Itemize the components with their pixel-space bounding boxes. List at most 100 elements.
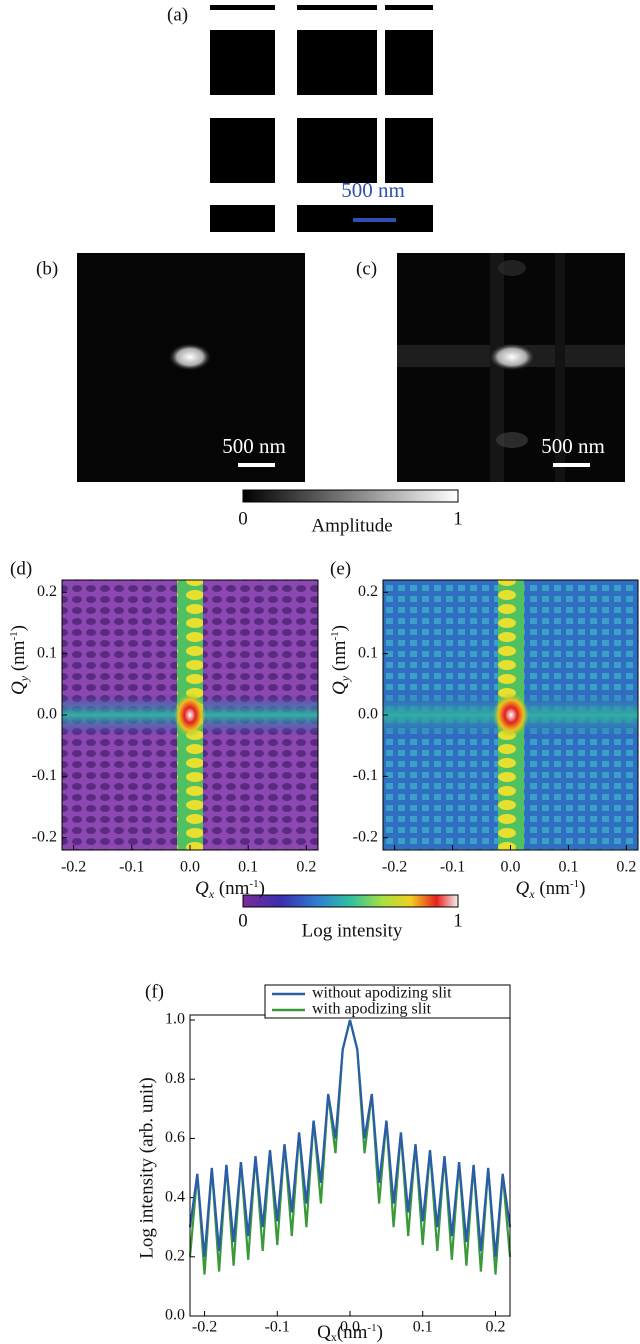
axis-label-part: y [338,675,352,682]
colorbar-tick-label: 1 [453,910,463,931]
x-tick-label: 0.0 [180,859,200,876]
y-tick-label: -0.1 [353,767,378,784]
axis-label-part: ) [579,878,585,899]
x-tick-label: -0.1 [440,859,465,876]
colorbar-label: Log intensity [302,920,403,941]
panel-label: (c) [356,258,377,279]
slit [297,5,377,10]
scale-text: 500 nm [222,434,286,458]
scale-bar [353,218,396,222]
slit [385,5,433,10]
square [385,30,433,95]
panel-c: 500 nm (c) [356,253,625,482]
x-tick-label: -0.1 [119,859,144,876]
axis-label-part: x [208,887,215,901]
spot [168,343,212,371]
panel-e: (e) [330,558,639,851]
panel-label: (f) [145,981,164,1002]
x-tick-label: -0.2 [61,859,86,876]
colorbar [242,894,459,908]
y-tick-label: 1.0 [165,1011,185,1028]
scale-bar [553,463,590,467]
square [210,30,275,95]
x-tick-label: -0.2 [192,1319,217,1336]
x-tick-label: -0.2 [382,859,407,876]
peak [174,693,206,737]
panel-b: 500 nm (b) [36,253,305,482]
axis-label-part: (nm [329,640,350,676]
slit [210,5,275,10]
axis-label-part: Q [8,681,29,695]
legend-box [264,984,511,1019]
y-tick-label: 0.6 [165,1129,185,1146]
amplitude-colorbar: Amplitude [242,489,459,536]
colorbar-tick-label: 0 [238,508,248,529]
y-tick-label: 0.2 [358,583,378,600]
axis-label-part: (nm [8,640,29,676]
axis-label-part: x [331,1330,337,1344]
plot-frame [189,1014,511,1317]
panel-label: (a) [167,4,188,25]
axis-label: Qx (nm-1) [516,878,586,901]
panel-label: (d) [10,558,32,579]
x-tick-label: 0.1 [558,859,578,876]
spot [488,343,536,371]
y-tick-label: -0.2 [353,828,378,845]
y-tick-label: 0.8 [165,1070,185,1087]
axis-label-part: -1 [570,878,579,890]
x-tick-label: 0.2 [485,1319,505,1336]
axis-label-part: Q [195,878,209,899]
legend-label: with apodizing slit [312,1001,432,1018]
square [385,118,433,183]
x-tick-label: 0.0 [501,859,521,876]
axis-label-part: Q [317,1322,331,1343]
streak [555,253,565,482]
square [210,205,275,232]
y-tick-label: 0.2 [37,583,57,600]
y-tick-label: 0.0 [358,706,378,723]
axis-label-part: -1 [8,631,20,640]
scale-text: 500 nm [541,434,605,458]
axis-label-part: ) [377,1322,383,1343]
y-tick-label: 0.0 [37,706,57,723]
x-tick-label: 0.1 [413,1319,433,1336]
panel-label: (e) [330,558,351,579]
axis-label-part: (nm [214,878,250,899]
square [297,118,377,183]
y-tick-label: 0.1 [37,644,57,661]
axis-label-part: y [17,675,31,682]
axis-label: Log intensity (arb. unit) [136,1077,157,1259]
axis-label: Qy (nm-1) [8,625,31,695]
axis-label-part: ) [8,625,29,631]
axis-label-part: -1 [367,1322,376,1334]
x-tick-label: 0.0 [340,1319,360,1336]
axis-label-part: Q [329,681,350,695]
axis-label: Qx(nm-1) [317,1322,383,1344]
y-tick-label: 0.0 [165,1307,185,1324]
axis-label-part: -1 [329,631,341,640]
axis-label-part: ) [259,878,265,899]
y-tick-label: 0.1 [358,644,378,661]
colorbar-label: Amplitude [311,515,392,536]
series-line [188,1019,512,1275]
panel-d: (d) [10,558,319,851]
scale-text: 500 nm [341,178,405,202]
scale-bar [238,463,275,467]
colorbar-tick-label: 0 [238,910,248,931]
y-tick-label: 0.4 [165,1188,185,1205]
axis-label-part: x [528,887,535,901]
axis-label: Qy (nm-1) [329,625,352,695]
x-tick-label: 0.2 [296,859,316,876]
legend-label: without apodizing slit [312,985,452,1002]
panel-label: (b) [36,258,58,279]
y-tick-label: -0.2 [32,828,57,845]
square [210,118,275,183]
intensity-colorbar: Log intensity [242,894,459,941]
x-tick-label: 0.1 [238,859,258,876]
y-tick-label: -0.1 [32,767,57,784]
x-tick-label: 0.2 [616,859,636,876]
x-tick-label: -0.1 [265,1319,290,1336]
y-tick-label: 0.2 [165,1247,185,1264]
axis-label-part: (nm [337,1322,368,1343]
